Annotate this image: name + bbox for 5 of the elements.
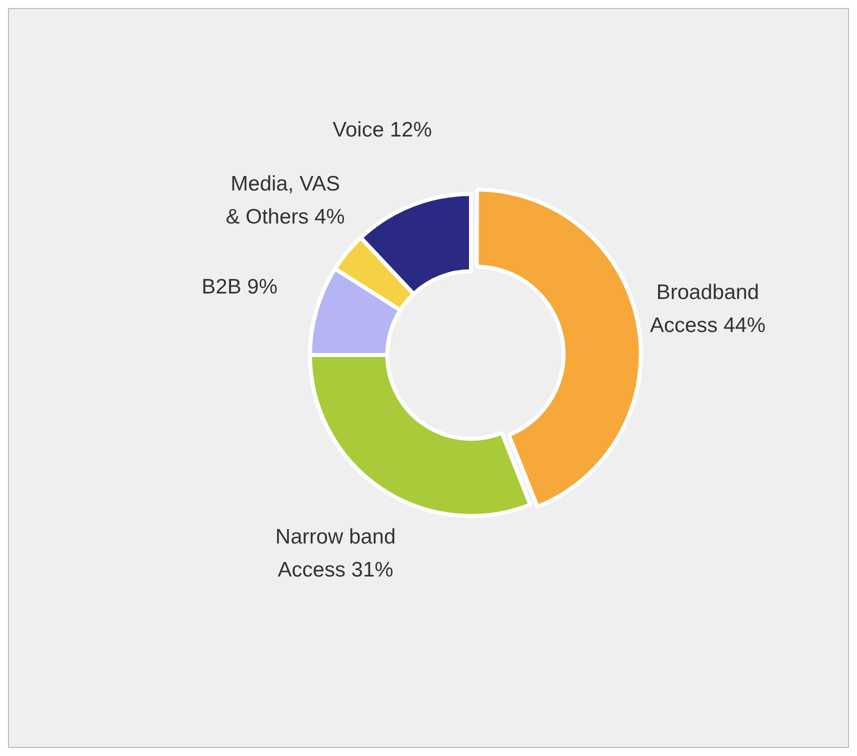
slice-label: Broadband Access 44% [650, 281, 766, 338]
slice-label: Narrow band Access 31% [275, 526, 396, 582]
slice-label: B2B 9% [202, 276, 278, 299]
slice-label: Media, VAS & Others 4% [226, 172, 345, 229]
slice-label: Voice 12% [332, 118, 432, 142]
